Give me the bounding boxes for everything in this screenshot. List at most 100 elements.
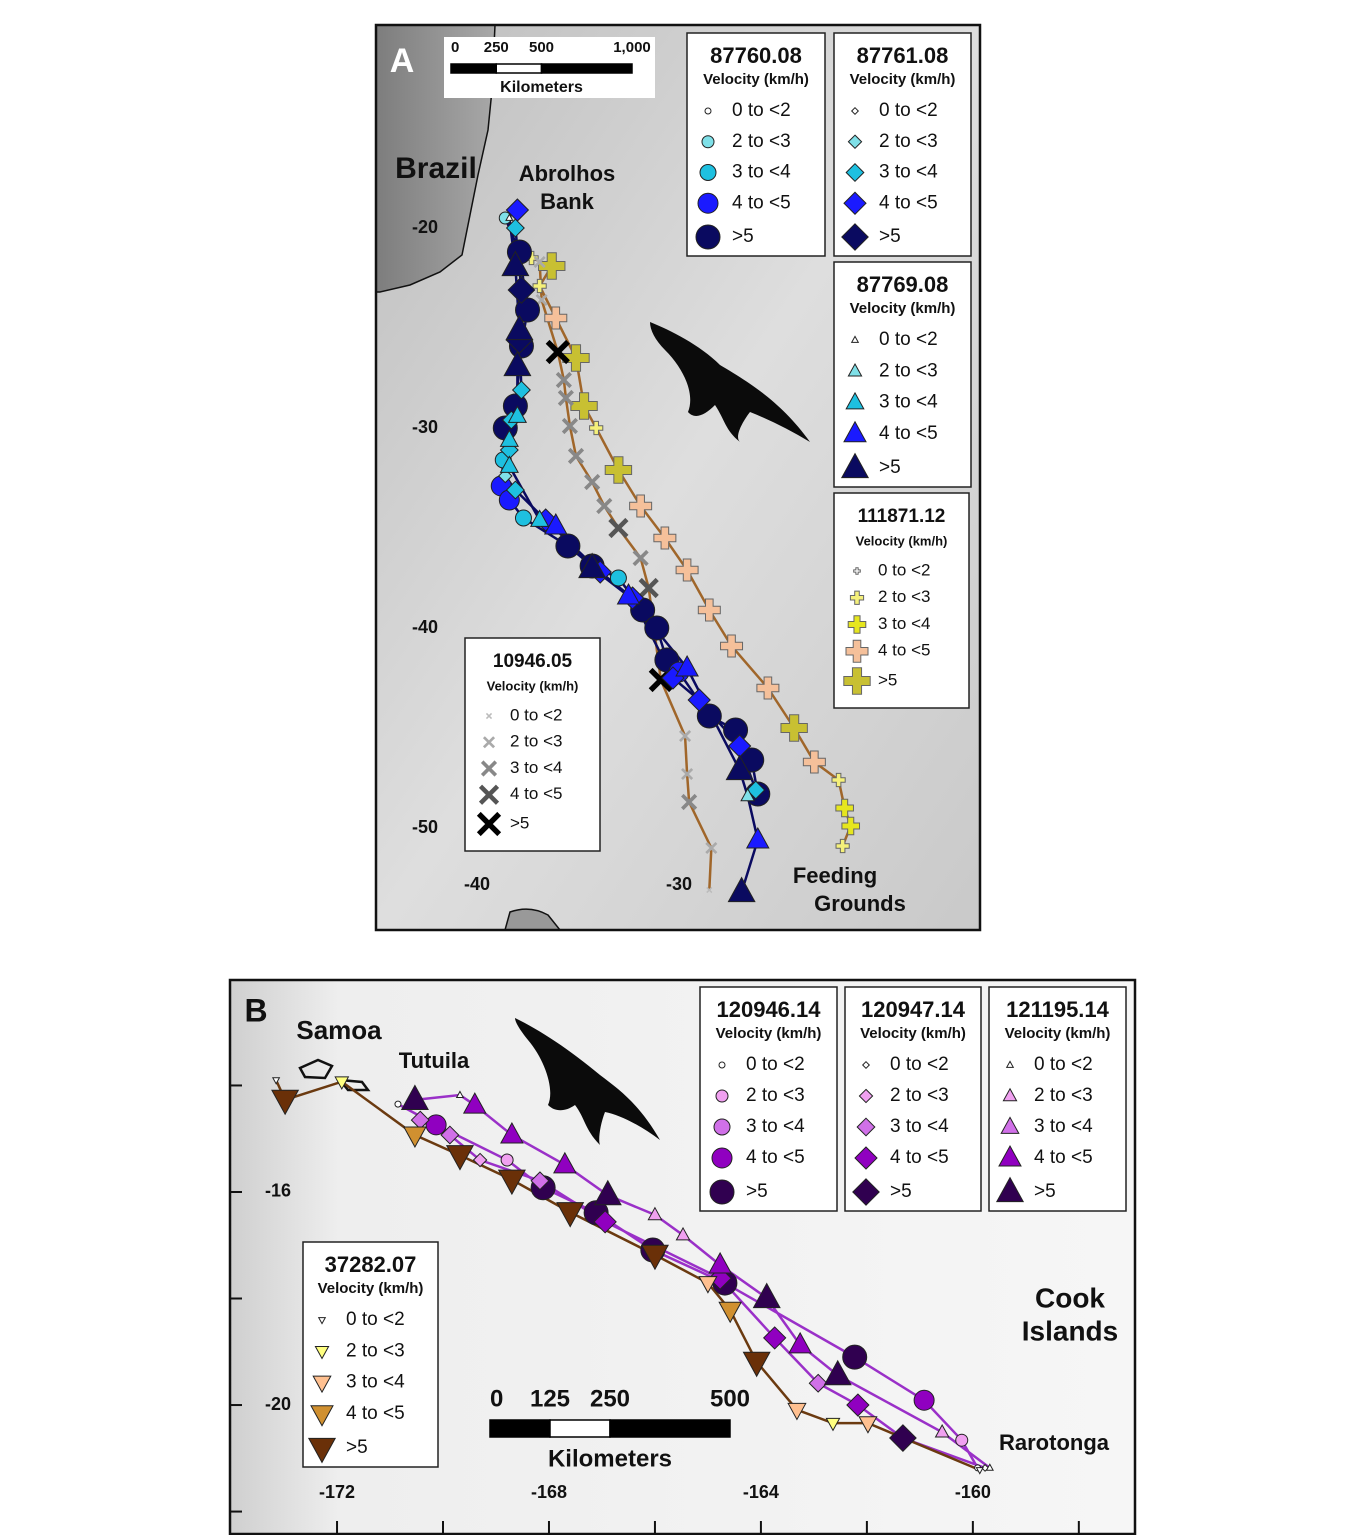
point bbox=[714, 1119, 730, 1135]
legend-label: 2 to <3 bbox=[732, 131, 791, 152]
place-name: Cook bbox=[1035, 1282, 1105, 1313]
scale-bar-unit: Kilometers bbox=[548, 1445, 672, 1472]
scale-bar-segment bbox=[496, 64, 541, 73]
point bbox=[556, 534, 580, 558]
legend-label: 3 to <4 bbox=[878, 614, 930, 633]
legend-label: 4 to <5 bbox=[346, 1403, 405, 1424]
scale-bar-label: 125 bbox=[530, 1385, 570, 1412]
point bbox=[395, 1101, 401, 1107]
legend-label: 2 to <3 bbox=[878, 587, 930, 606]
scale-bar-segment bbox=[490, 1420, 550, 1437]
scale-bar-label: 0 bbox=[490, 1385, 503, 1412]
x-tick-label: -40 bbox=[464, 874, 490, 894]
legend-label: 0 to <2 bbox=[890, 1054, 949, 1075]
scale-bar-label: 0 bbox=[451, 39, 459, 56]
scale-bar-label: 250 bbox=[484, 39, 509, 56]
scale-bar-segment bbox=[451, 64, 496, 73]
scale-bar-segment bbox=[550, 1420, 610, 1437]
legend-label: 4 to <5 bbox=[1034, 1147, 1093, 1168]
legend-label: 2 to <3 bbox=[879, 360, 938, 381]
point bbox=[696, 225, 720, 249]
point bbox=[716, 1090, 728, 1102]
point bbox=[914, 1390, 934, 1410]
point bbox=[515, 510, 531, 526]
legend-label: 2 to <3 bbox=[346, 1340, 405, 1361]
place-name: Bank bbox=[540, 189, 595, 214]
legend-label: 4 to <5 bbox=[879, 192, 938, 213]
legend-label: >5 bbox=[879, 226, 901, 247]
place-name: Samoa bbox=[296, 1015, 382, 1045]
point bbox=[956, 1434, 968, 1446]
x-tick-label: -168 bbox=[531, 1482, 567, 1502]
point bbox=[712, 1148, 732, 1168]
legend-label: >5 bbox=[879, 457, 901, 478]
place-name: Tutuila bbox=[399, 1048, 470, 1073]
legend-label: 4 to <5 bbox=[732, 192, 791, 213]
point bbox=[645, 616, 669, 640]
legend-label: 0 to <2 bbox=[746, 1054, 805, 1075]
legend-label: 0 to <2 bbox=[879, 100, 938, 121]
point bbox=[426, 1115, 446, 1135]
legend-label: 3 to <4 bbox=[746, 1116, 805, 1137]
scale-bar-segment bbox=[542, 64, 633, 73]
point bbox=[710, 1180, 734, 1204]
legend-label: 4 to <5 bbox=[890, 1147, 949, 1168]
legend-label: 0 to <2 bbox=[879, 329, 938, 350]
legend-label: 3 to <4 bbox=[510, 758, 562, 777]
y-tick-label: -16 bbox=[265, 1181, 291, 1201]
legend-subtitle: Velocity (km/h) bbox=[1005, 1025, 1111, 1042]
legend-label: 2 to <3 bbox=[879, 131, 938, 152]
legend-label: >5 bbox=[890, 1181, 912, 1202]
legend-label: 3 to <4 bbox=[732, 162, 791, 183]
point bbox=[843, 1345, 867, 1369]
legend-label: >5 bbox=[746, 1181, 768, 1202]
legend-subtitle: Velocity (km/h) bbox=[703, 71, 809, 88]
panel-label: A bbox=[390, 42, 415, 80]
legend-label: 4 to <5 bbox=[510, 784, 562, 803]
legend-label: >5 bbox=[878, 670, 897, 689]
legend-label: >5 bbox=[1034, 1181, 1056, 1202]
legend-label: 2 to <3 bbox=[510, 732, 562, 751]
legend-label: 3 to <4 bbox=[879, 392, 938, 413]
scale-bar-label: 500 bbox=[529, 39, 554, 56]
legend-title: 121195.14 bbox=[1006, 997, 1110, 1022]
scale-bar-label: 250 bbox=[590, 1385, 630, 1412]
legend-label: 0 to <2 bbox=[346, 1309, 405, 1330]
legend-label: 0 to <2 bbox=[1034, 1054, 1093, 1075]
place-name: Abrolhos bbox=[519, 161, 616, 186]
legend-subtitle: Velocity (km/h) bbox=[318, 1280, 424, 1297]
y-tick-label: -30 bbox=[412, 417, 438, 437]
place-name: Grounds bbox=[814, 891, 906, 916]
legend-subtitle: Velocity (km/h) bbox=[850, 300, 956, 317]
legend-title: 87769.08 bbox=[857, 272, 949, 297]
legend-subtitle: Velocity (km/h) bbox=[716, 1025, 822, 1042]
x-tick-label: -172 bbox=[319, 1482, 355, 1502]
legend-subtitle: Velocity (km/h) bbox=[860, 1025, 966, 1042]
legend-label: 4 to <5 bbox=[878, 641, 930, 660]
page: -20-30-40-50-40-30ABrazilAbrolhosBankFee… bbox=[0, 0, 1362, 1535]
legend-label: 3 to <4 bbox=[879, 162, 938, 183]
legend-title: 10946.05 bbox=[493, 651, 573, 672]
y-tick-label: -20 bbox=[412, 217, 438, 237]
y-tick-label: -40 bbox=[412, 617, 438, 637]
place-name: Feeding bbox=[793, 863, 877, 888]
legend-label: 0 to <2 bbox=[878, 560, 930, 579]
y-tick-label: -20 bbox=[265, 1394, 291, 1414]
point bbox=[610, 570, 626, 586]
scale-bar-unit: Kilometers bbox=[500, 79, 583, 96]
scale-bar-label: 500 bbox=[710, 1385, 750, 1412]
legend-label: 3 to <4 bbox=[346, 1372, 405, 1393]
scale-bar-segment bbox=[610, 1420, 730, 1437]
legend-label: 2 to <3 bbox=[746, 1085, 805, 1106]
legend-label: 4 to <5 bbox=[879, 423, 938, 444]
legend-label: 3 to <4 bbox=[890, 1116, 949, 1137]
point bbox=[698, 193, 718, 213]
x-tick-label: -164 bbox=[743, 1482, 779, 1502]
legend-title: 37282.07 bbox=[325, 1252, 417, 1277]
legend-label: 0 to <2 bbox=[732, 100, 791, 121]
legend-label: >5 bbox=[510, 813, 529, 832]
place-name: Brazil bbox=[395, 152, 477, 185]
legend-title: 87761.08 bbox=[857, 43, 949, 68]
legend-subtitle: Velocity (km/h) bbox=[856, 533, 948, 548]
legend-subtitle: Velocity (km/h) bbox=[487, 678, 579, 693]
